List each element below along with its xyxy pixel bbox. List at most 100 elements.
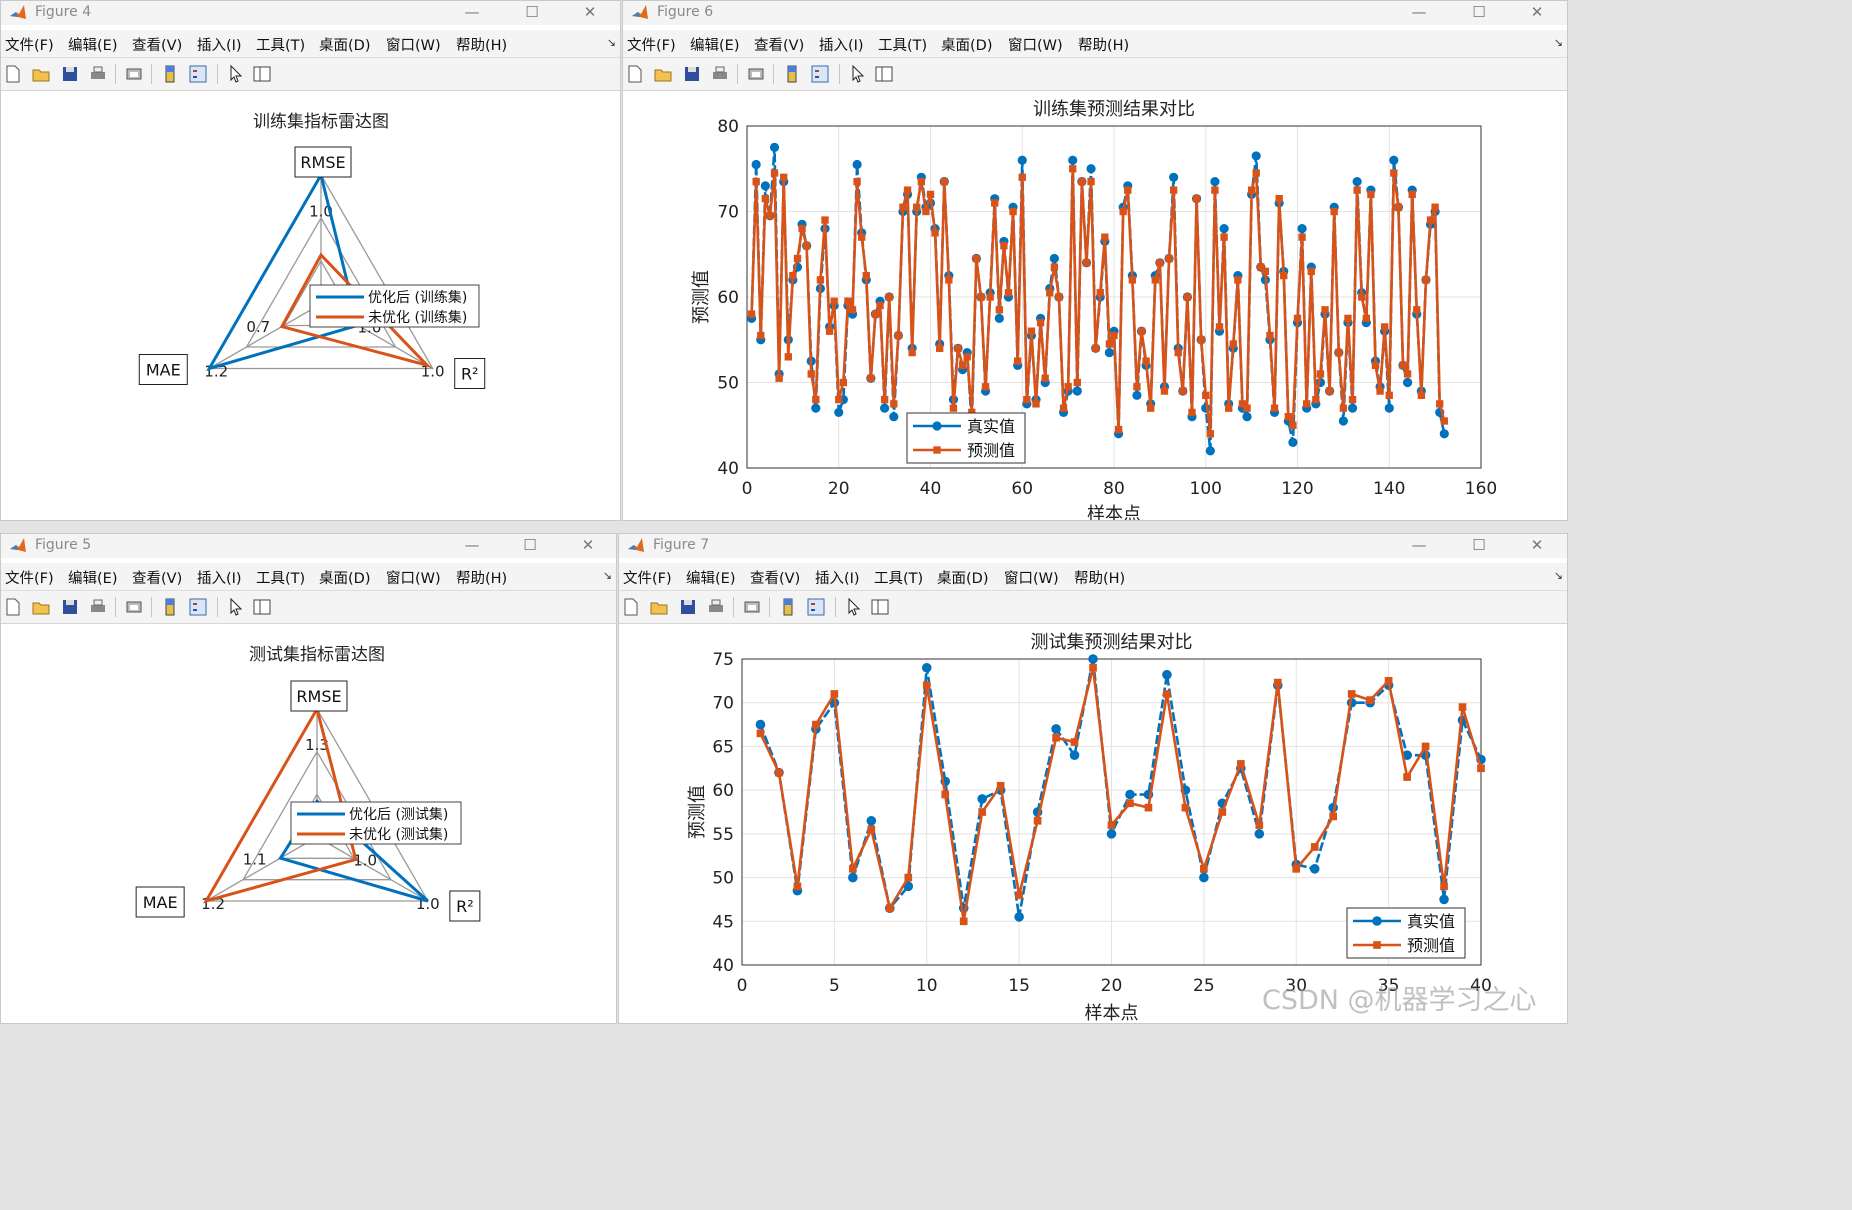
menu-overflow-icon[interactable]: ↘ <box>606 36 616 49</box>
property-inspector-icon[interactable] <box>870 597 890 617</box>
open-file-icon[interactable] <box>653 64 673 84</box>
figure-6-window: Figure 6 — ☐ ✕ 文件(F) 编辑(E) 查看(V) 插入(I) 工具(T)… <box>622 0 1568 521</box>
menu-item[interactable]: 窗口(W) <box>1008 38 1063 54</box>
pointer-icon[interactable] <box>844 597 864 617</box>
new-figure-icon[interactable] <box>621 597 641 617</box>
maximize-button[interactable]: ☐ <box>1472 536 1486 554</box>
menu-item[interactable]: 工具(T) <box>878 38 928 54</box>
print-icon[interactable] <box>88 64 108 84</box>
menu-item[interactable]: 编辑(E) <box>68 38 118 54</box>
pointer-icon[interactable] <box>848 64 868 84</box>
title-bar[interactable]: Figure 7 — ☐ ✕ <box>619 534 1567 558</box>
legend-icon[interactable] <box>806 597 826 617</box>
menu-item[interactable]: 帮助(H) <box>1074 571 1126 587</box>
print-icon[interactable] <box>710 64 730 84</box>
data-point-pred <box>848 306 857 314</box>
colorbar-icon[interactable] <box>160 597 180 617</box>
menu-item[interactable]: 工具(T) <box>256 571 306 587</box>
pointer-icon[interactable] <box>226 597 246 617</box>
menu-item[interactable]: 编辑(E) <box>686 571 736 587</box>
menu-item[interactable]: 桌面(D) <box>937 571 989 587</box>
menu-item[interactable]: 工具(T) <box>874 571 924 587</box>
maximize-button[interactable]: ☐ <box>1472 3 1486 21</box>
menu-item[interactable]: 编辑(E) <box>68 571 118 587</box>
save-icon[interactable] <box>60 597 80 617</box>
data-point-pred <box>747 310 756 318</box>
menu-overflow-icon[interactable]: ↘ <box>602 569 612 582</box>
new-figure-icon[interactable] <box>625 64 645 84</box>
menu-item[interactable]: 桌面(D) <box>319 571 371 587</box>
new-figure-icon[interactable] <box>3 597 23 617</box>
menu-item[interactable]: 插入(I) <box>819 38 864 54</box>
minimize-button[interactable]: — <box>464 3 480 21</box>
menu-item[interactable]: 插入(I) <box>815 571 860 587</box>
open-file-icon[interactable] <box>31 597 51 617</box>
title-bar[interactable]: Figure 6 — ☐ ✕ <box>623 1 1567 25</box>
data-point-pred <box>899 203 907 211</box>
menu-item[interactable]: 桌面(D) <box>941 38 993 54</box>
menu-item[interactable]: 文件(F) <box>623 571 672 587</box>
menu-item[interactable]: 文件(F) <box>5 38 54 54</box>
new-figure-icon[interactable] <box>3 64 23 84</box>
menu-item[interactable]: 帮助(H) <box>456 38 508 54</box>
close-button[interactable]: ✕ <box>581 536 595 554</box>
legend-icon[interactable] <box>810 64 830 84</box>
data-point-pred <box>1114 425 1123 434</box>
save-icon[interactable] <box>682 64 702 84</box>
print-icon[interactable] <box>706 597 726 617</box>
title-bar[interactable]: Figure 4 — ☐ ✕ <box>1 1 620 25</box>
colorbar-icon[interactable] <box>782 64 802 84</box>
colorbar-icon[interactable] <box>160 64 180 84</box>
minimize-button[interactable]: — <box>1411 536 1427 554</box>
close-button[interactable]: ✕ <box>1530 3 1544 21</box>
property-inspector-icon[interactable] <box>874 64 894 84</box>
data-point-pred <box>1243 404 1251 412</box>
menu-overflow-icon[interactable]: ↘ <box>1553 36 1563 49</box>
print-preview-icon[interactable] <box>742 597 762 617</box>
menu-bar: 文件(F) 编辑(E) 查看(V) 插入(I) 工具(T) 桌面(D) 窗口(W) 帮助(H)… <box>1 30 620 58</box>
menu-item[interactable]: 插入(I) <box>197 571 242 587</box>
minimize-button[interactable]: — <box>464 536 480 554</box>
data-point-pred <box>858 233 866 241</box>
menu-item[interactable]: 文件(F) <box>627 38 676 54</box>
open-file-icon[interactable] <box>649 597 669 617</box>
close-button[interactable]: ✕ <box>583 3 597 21</box>
menu-item[interactable]: 编辑(E) <box>690 38 740 54</box>
save-icon[interactable] <box>60 64 80 84</box>
menu-item[interactable]: 窗口(W) <box>386 38 441 54</box>
print-preview-icon[interactable] <box>746 64 766 84</box>
menu-item[interactable]: 插入(I) <box>197 38 242 54</box>
menu-item[interactable]: 查看(V) <box>132 571 183 587</box>
data-point-pred <box>761 194 770 203</box>
data-point-pred <box>913 203 921 211</box>
menu-item[interactable]: 帮助(H) <box>456 571 508 587</box>
legend-icon[interactable] <box>188 597 208 617</box>
pointer-icon[interactable] <box>226 64 246 84</box>
open-file-icon[interactable] <box>31 64 51 84</box>
menu-item[interactable]: 窗口(W) <box>1004 571 1059 587</box>
property-inspector-icon[interactable] <box>252 597 272 617</box>
data-point-pred <box>1055 293 1063 301</box>
menu-item[interactable]: 查看(V) <box>754 38 805 54</box>
colorbar-icon[interactable] <box>778 597 798 617</box>
maximize-button[interactable]: ☐ <box>525 3 539 21</box>
menu-item[interactable]: 桌面(D) <box>319 38 371 54</box>
title-bar[interactable]: Figure 5 — ☐ ✕ <box>1 534 616 558</box>
menu-overflow-icon[interactable]: ↘ <box>1553 569 1563 582</box>
print-icon[interactable] <box>88 597 108 617</box>
menu-item[interactable]: 工具(T) <box>256 38 306 54</box>
menu-item[interactable]: 帮助(H) <box>1078 38 1130 54</box>
maximize-button[interactable]: ☐ <box>523 536 537 554</box>
menu-item[interactable]: 窗口(W) <box>386 571 441 587</box>
menu-item[interactable]: 文件(F) <box>5 571 54 587</box>
property-inspector-icon[interactable] <box>252 64 272 84</box>
minimize-button[interactable]: — <box>1411 3 1427 21</box>
menu-item[interactable]: 查看(V) <box>750 571 801 587</box>
print-preview-icon[interactable] <box>124 64 144 84</box>
data-point-pred <box>996 781 1005 790</box>
menu-item[interactable]: 查看(V) <box>132 38 183 54</box>
legend-icon[interactable] <box>188 64 208 84</box>
print-preview-icon[interactable] <box>124 597 144 617</box>
save-icon[interactable] <box>678 597 698 617</box>
close-button[interactable]: ✕ <box>1530 536 1544 554</box>
